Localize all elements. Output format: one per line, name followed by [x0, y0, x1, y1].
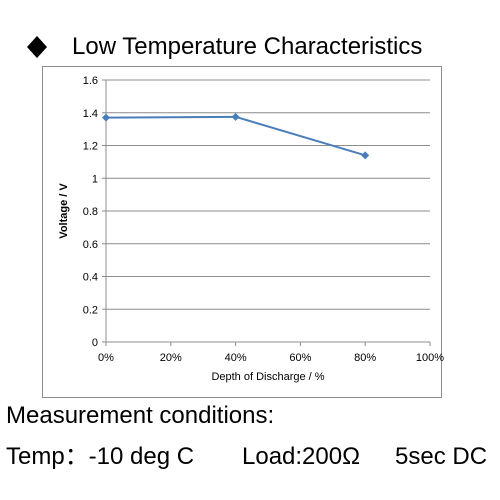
temperature-condition: Temp：-10 deg C [6, 443, 195, 470]
series-line [105, 115, 366, 157]
x-tick-label: 80% [354, 352, 376, 364]
x-tick-label: 100% [416, 352, 444, 364]
x-tick-label: 40% [225, 352, 247, 364]
chart-frame [42, 66, 442, 398]
measurement-conditions-heading: Measurement conditions: [6, 402, 275, 429]
y-tick-label: 1.6 [83, 75, 98, 87]
y-tick-label: 0.4 [83, 272, 98, 284]
data-point-marker [231, 112, 240, 121]
y-tick-label: 0 [92, 337, 98, 349]
x-tick-label: 0% [98, 352, 114, 364]
y-axis-label: Voltage / V [58, 183, 70, 239]
data-point-marker [102, 113, 110, 122]
data-point-marker [361, 151, 370, 160]
y-tick-label: 1 [92, 173, 98, 185]
duration-condition: 5sec DC [395, 443, 488, 470]
y-tick-label: 0.2 [83, 304, 98, 316]
page-title: Low Temperature Characteristics [72, 33, 423, 60]
x-tick-label: 60% [289, 352, 311, 364]
measurement-conditions-values: Temp：-10 deg C Load:200Ω 5sec DC [6, 436, 487, 471]
y-tick-label: 0.6 [83, 239, 98, 251]
x-axis-label: Depth of Discharge / % [211, 371, 324, 383]
diamond-bullet-icon [27, 36, 47, 58]
y-tick-label: 1.4 [83, 108, 98, 120]
x-tick-label: 20% [160, 352, 182, 364]
y-tick-label: 1.2 [83, 141, 98, 153]
header: Low Temperature Characteristics [26, 30, 422, 64]
y-tick-label: 0.8 [83, 206, 98, 218]
load-condition: Load:200Ω [242, 443, 361, 470]
